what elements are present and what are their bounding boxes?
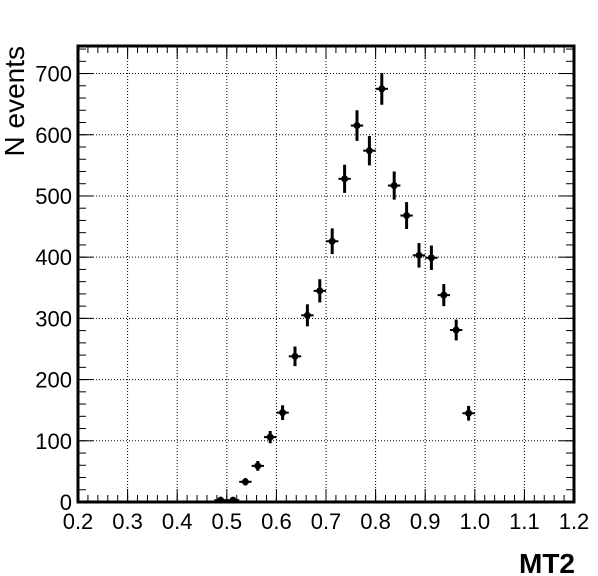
- x-tick-label: 0.4: [162, 509, 193, 534]
- marker: [378, 85, 386, 93]
- data-point: [437, 284, 450, 307]
- marker: [440, 291, 448, 299]
- y-tick-label: 300: [35, 306, 72, 331]
- marker: [254, 462, 262, 470]
- grid: [78, 46, 574, 502]
- x-axis-title: MT2: [519, 548, 575, 576]
- data-point: [326, 228, 339, 255]
- tick-labels: 0.2 0.3 0.4 0.5 0.6 0.7 0.8 0.9 1.0 1.1 1.2 0 100 200…: [35, 62, 589, 534]
- data-point: [363, 135, 376, 166]
- marker: [365, 147, 373, 155]
- data-points: [214, 72, 475, 504]
- marker: [452, 326, 460, 334]
- x-tick-label: 0.6: [261, 509, 292, 534]
- x-tick-label: 0.2: [63, 509, 94, 534]
- data-point: [462, 405, 475, 421]
- marker: [316, 287, 324, 295]
- x-tick-label: 0.3: [112, 509, 143, 534]
- marker: [241, 478, 249, 486]
- data-point: [301, 304, 314, 327]
- data-point: [412, 243, 426, 268]
- data-point: [288, 346, 302, 367]
- marker: [341, 175, 349, 183]
- y-tick-label: 400: [35, 245, 72, 270]
- data-point: [264, 430, 277, 444]
- plot-frame: [76, 44, 576, 504]
- marker: [403, 212, 411, 220]
- data-point: [350, 110, 364, 141]
- y-tick-label: 600: [35, 123, 72, 148]
- y-tick-label: 100: [35, 429, 72, 454]
- data-point: [251, 460, 264, 471]
- data-point: [425, 245, 438, 271]
- x-tick-label: 0.5: [212, 509, 243, 534]
- data-point: [450, 319, 463, 341]
- data-point: [375, 72, 388, 105]
- marker: [353, 122, 361, 130]
- x-tick-label: 1.1: [509, 509, 540, 534]
- x-tick-label: 1.2: [559, 509, 590, 534]
- marker: [465, 409, 473, 417]
- marker: [427, 254, 435, 262]
- y-tick-label: 200: [35, 368, 72, 393]
- data-point: [388, 171, 401, 200]
- y-tick-label: 500: [35, 184, 72, 209]
- data-point: [239, 478, 252, 486]
- marker: [303, 311, 311, 319]
- marker: [390, 182, 398, 190]
- data-point: [400, 202, 413, 230]
- y-tick-label: 0: [60, 490, 72, 515]
- y-axis-title: N events: [0, 46, 30, 157]
- marker: [415, 251, 423, 259]
- x-tick-label: 1.0: [460, 509, 491, 534]
- data-point: [338, 164, 351, 193]
- marker: [291, 352, 299, 360]
- x-tick-label: 0.7: [311, 509, 342, 534]
- data-point: [276, 405, 289, 420]
- x-tick-label: 0.9: [410, 509, 441, 534]
- x-tick-label: 0.8: [360, 509, 391, 534]
- marker: [328, 237, 336, 245]
- data-point: [313, 279, 326, 303]
- marker: [266, 433, 274, 441]
- y-tick-label: 700: [35, 62, 72, 87]
- marker: [279, 409, 287, 417]
